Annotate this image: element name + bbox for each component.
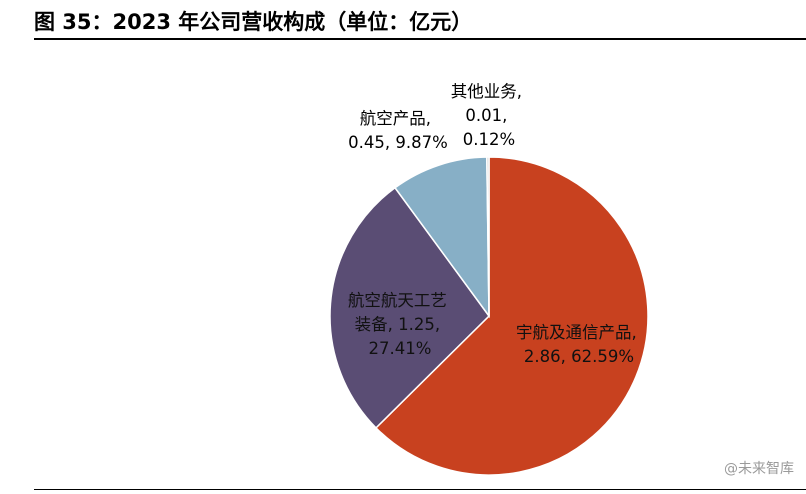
watermark: @未来智库 (724, 458, 794, 478)
chart-title: 图 35：2023 年公司营收构成（单位：亿元） (34, 10, 473, 34)
bottom-divider (34, 489, 806, 490)
pie-slice-1 (329, 186, 490, 429)
slice-label-aerospace-equipment: 航空航天工艺 装备, 1.25, 27.41% (348, 291, 452, 358)
pie-slice-0 (374, 156, 649, 476)
watermark-text: @未来智库 (724, 461, 794, 477)
slice-label-aviation-products: 航空产品, 0.45, 9.87% (348, 109, 448, 152)
pie-slice-3 (486, 156, 490, 317)
pie-slice-2 (393, 156, 490, 319)
pie-slices (329, 156, 649, 476)
title-divider (34, 38, 806, 40)
slice-label-other-business: 其他业务, 0.01, 0.12% (451, 82, 528, 149)
slice-label-aerospace-communication: 宇航及通信产品, 2.86, 62.59% (516, 323, 642, 366)
